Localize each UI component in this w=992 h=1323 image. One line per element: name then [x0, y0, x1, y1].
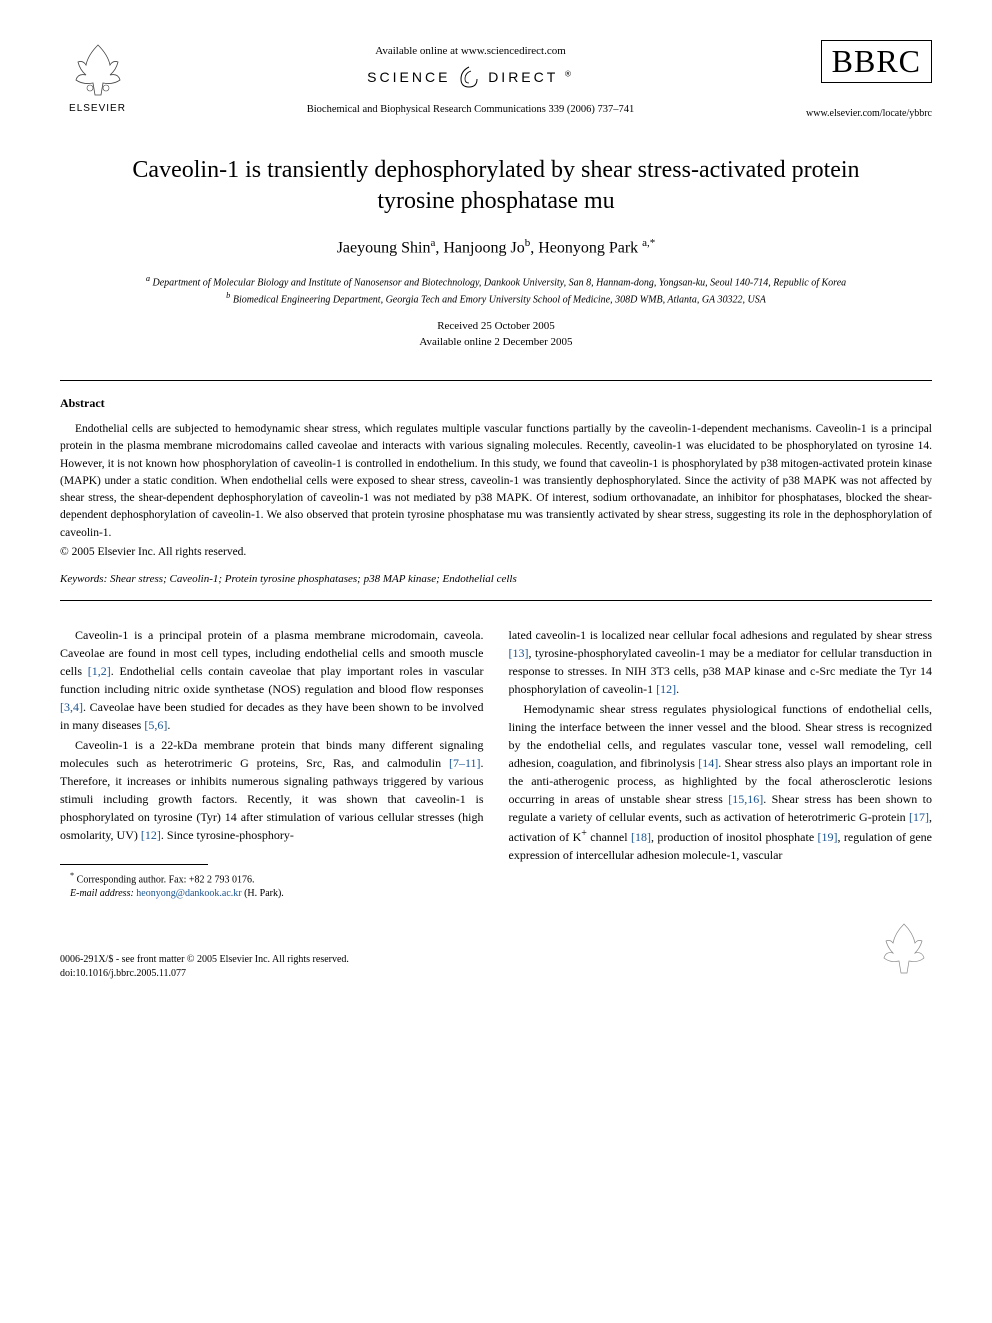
ref-link[interactable]: [15,16] — [728, 792, 763, 806]
sd-text-1: SCIENCE — [367, 69, 450, 85]
ref-link[interactable]: [12] — [656, 682, 676, 696]
ref-link[interactable]: [17] — [909, 810, 929, 824]
abstract-copyright: © 2005 Elsevier Inc. All rights reserved… — [60, 546, 932, 558]
received-date: Received 25 October 2005 — [60, 319, 932, 334]
header-row: ELSEVIER Available online at www.science… — [60, 40, 932, 125]
keywords-label: Keywords: — [60, 573, 107, 585]
dates-block: Received 25 October 2005 Available onlin… — [60, 319, 932, 350]
aff-a-text: Department of Molecular Biology and Inst… — [153, 277, 847, 288]
col1-para1: Caveolin-1 is a principal protein of a p… — [60, 626, 484, 734]
ref-link[interactable]: [13] — [509, 646, 529, 660]
right-column: lated caveolin-1 is localized near cellu… — [509, 626, 933, 901]
ref-link[interactable]: [12] — [141, 828, 161, 842]
authors-line: Jaeyoung Shina, Hanjoong Job, Heonyong P… — [60, 237, 932, 257]
col1-para2: Caveolin-1 is a 22-kDa membrane protein … — [60, 736, 484, 844]
bbrc-logo-block: BBRC www.elsevier.com/locate/ybbrc — [806, 40, 932, 119]
footnote-email: E-mail address: heonyong@dankook.ac.kr (… — [60, 887, 484, 901]
center-header: Available online at www.sciencedirect.co… — [135, 40, 806, 115]
journal-url: www.elsevier.com/locate/ybbrc — [806, 108, 932, 119]
elsevier-logo: ELSEVIER — [60, 40, 135, 125]
bbrc-text: BBRC — [832, 43, 921, 79]
ref-link[interactable]: [18] — [631, 830, 651, 844]
footer-line1: 0006-291X/$ - see front matter © 2005 El… — [60, 953, 349, 967]
elsevier-footer-icon — [877, 921, 932, 981]
sd-text-2: DIRECT — [488, 69, 558, 85]
left-column: Caveolin-1 is a principal protein of a p… — [60, 626, 484, 901]
footer-left: 0006-291X/$ - see front matter © 2005 El… — [60, 953, 349, 981]
abstract-text: Endothelial cells are subjected to hemod… — [60, 421, 932, 542]
col2-para2: Hemodynamic shear stress regulates physi… — [509, 700, 933, 864]
divider-bottom — [60, 600, 932, 601]
article-title: Caveolin-1 is transiently dephosphorylat… — [100, 155, 892, 217]
keywords-text: Shear stress; Caveolin-1; Protein tyrosi… — [110, 573, 517, 585]
keywords-line: Keywords: Shear stress; Caveolin-1; Prot… — [60, 573, 932, 585]
bbrc-border: BBRC — [821, 40, 932, 83]
elsevier-label: ELSEVIER — [69, 103, 126, 114]
footer-doi: doi:10.1016/j.bbrc.2005.11.077 — [60, 967, 349, 981]
affiliations: a Department of Molecular Biology and In… — [100, 273, 892, 308]
available-date: Available online 2 December 2005 — [60, 335, 932, 350]
col2-para1: lated caveolin-1 is localized near cellu… — [509, 626, 933, 698]
science-direct-logo: SCIENCE DIRECT ® — [135, 65, 806, 92]
email-link[interactable]: heonyong@dankook.ac.kr — [136, 888, 241, 899]
author-1-sup: a — [430, 237, 435, 249]
footnote-corr: * Corresponding author. Fax: +82 2 793 0… — [60, 870, 484, 887]
divider-top — [60, 380, 932, 381]
author-3-sup: a,* — [642, 237, 655, 249]
author-3: Heonyong Park — [538, 240, 638, 257]
footer-row: 0006-291X/$ - see front matter © 2005 El… — [60, 921, 932, 981]
ref-link[interactable]: [19] — [818, 830, 838, 844]
aff-b-text: Biomedical Engineering Department, Georg… — [233, 294, 766, 305]
affiliation-a: a Department of Molecular Biology and In… — [100, 273, 892, 290]
ref-link[interactable]: [7–11] — [449, 756, 481, 770]
author-2: Hanjoong Jo — [443, 240, 524, 257]
ref-link[interactable]: [3,4] — [60, 700, 83, 714]
elsevier-tree-icon — [68, 40, 128, 100]
ref-link[interactable]: [14] — [698, 756, 718, 770]
author-1: Jaeyoung Shin — [337, 240, 431, 257]
footnote-divider — [60, 864, 208, 865]
aff-b-sup: b — [226, 291, 230, 300]
body-columns: Caveolin-1 is a principal protein of a p… — [60, 626, 932, 901]
sd-swirl-icon — [457, 65, 481, 92]
author-2-sup: b — [525, 237, 531, 249]
journal-citation: Biochemical and Biophysical Research Com… — [135, 104, 806, 115]
aff-a-sup: a — [146, 274, 150, 283]
ref-link[interactable]: [1,2] — [88, 664, 111, 678]
affiliation-b: b Biomedical Engineering Department, Geo… — [100, 290, 892, 307]
abstract-heading: Abstract — [60, 396, 932, 411]
ref-link[interactable]: [5,6] — [144, 718, 167, 732]
available-online-text: Available online at www.sciencedirect.co… — [135, 45, 806, 57]
